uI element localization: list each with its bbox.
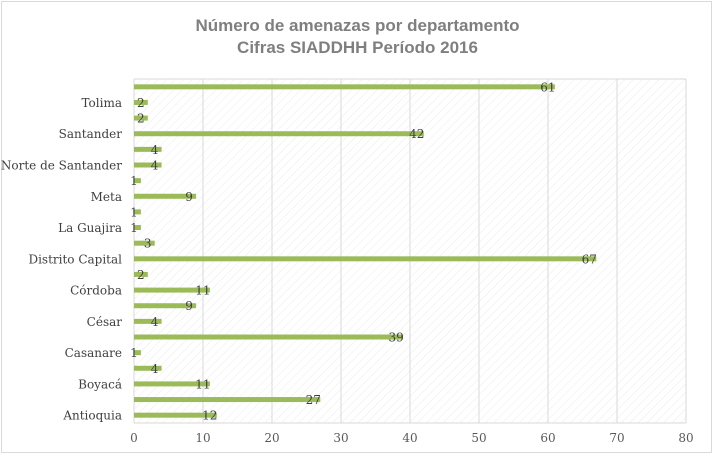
category-label: Santander [59, 127, 123, 141]
bar [134, 303, 197, 309]
bar [134, 287, 210, 293]
data-label: 9 [185, 299, 193, 313]
x-tick-label: 60 [540, 431, 555, 445]
bar [134, 162, 162, 168]
bar [134, 99, 148, 105]
data-label: 1 [130, 205, 138, 219]
x-tick-label: 80 [678, 431, 693, 445]
data-label: 9 [185, 190, 193, 204]
x-tick-label: 50 [471, 431, 486, 445]
bar [134, 225, 141, 231]
data-label: 1 [130, 174, 138, 188]
bar [134, 131, 424, 137]
data-label: 11 [195, 284, 210, 298]
bar [134, 318, 162, 324]
bar [134, 209, 141, 215]
bar [134, 256, 597, 262]
data-label: 4 [151, 315, 159, 329]
bar [134, 397, 321, 403]
chart-title: Número de amenazas por departamento [195, 16, 520, 35]
bar [134, 193, 197, 199]
bar [134, 240, 155, 246]
category-label: Casanare [65, 346, 122, 360]
data-label: 2 [137, 268, 145, 282]
data-label: 1 [130, 221, 138, 235]
bar [134, 271, 148, 277]
bar [134, 334, 404, 340]
data-label: 2 [137, 112, 145, 126]
category-label: Distrito Capital [28, 252, 122, 266]
bar [134, 115, 148, 121]
x-tick-label: 30 [333, 431, 348, 445]
data-label: 27 [306, 393, 321, 407]
category-label: Norte de Santander [1, 159, 122, 173]
x-tick-label: 70 [609, 431, 624, 445]
bar [134, 350, 141, 356]
x-tick-label: 10 [195, 431, 210, 445]
chart-subtitle: Cifras SIADDHH Período 2016 [237, 38, 478, 57]
category-label: Tolima [81, 96, 122, 110]
bar [134, 146, 162, 152]
data-label: 39 [388, 331, 403, 345]
data-label: 3 [144, 237, 152, 251]
data-label: 2 [137, 96, 145, 110]
data-label: 4 [151, 159, 159, 173]
category-label: Antioquia [62, 409, 122, 423]
data-label: 42 [409, 127, 424, 141]
category-label: Boyacá [78, 377, 122, 391]
data-label: 12 [202, 409, 217, 423]
data-label: 4 [151, 143, 159, 157]
x-tick-label: 40 [402, 431, 417, 445]
category-label: La Guajira [58, 221, 122, 235]
category-label: Meta [91, 190, 122, 204]
bar [134, 178, 141, 184]
category-label: Córdoba [70, 284, 122, 298]
data-label: 4 [151, 362, 159, 376]
category-label: César [87, 315, 123, 329]
x-tick-label: 0 [130, 431, 138, 445]
x-tick-label: 20 [264, 431, 279, 445]
bar [134, 365, 162, 371]
bar [134, 412, 217, 418]
bar [134, 381, 210, 387]
data-label: 67 [582, 252, 597, 266]
bar [134, 84, 555, 90]
data-label: 1 [130, 346, 138, 360]
data-label: 11 [195, 377, 210, 391]
data-label: 61 [540, 80, 555, 94]
